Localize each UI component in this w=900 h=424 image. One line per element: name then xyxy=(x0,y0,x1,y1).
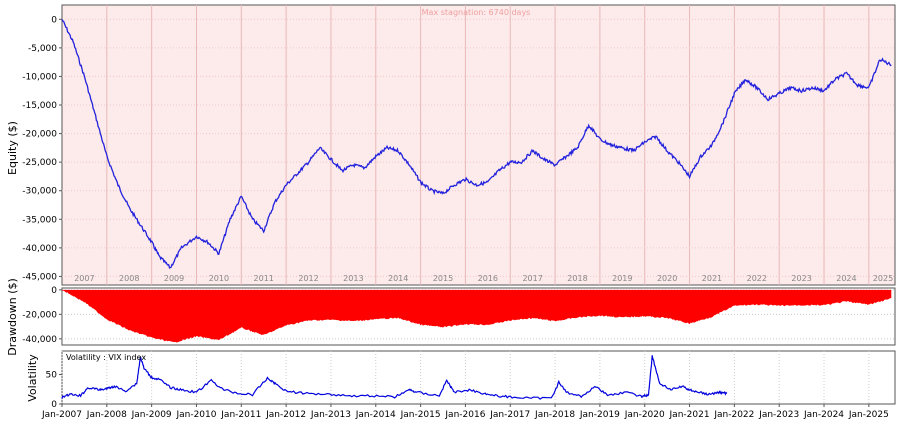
equity-year-label: 2013 xyxy=(343,274,363,283)
x-axis-tick-label: Jan-2025 xyxy=(848,410,889,420)
stagnation-annotation: Max stagnation: 6740 days xyxy=(422,8,531,17)
equity-year-label: 2016 xyxy=(478,274,498,283)
volatility-legend: Volatility : VIX index xyxy=(66,353,146,362)
equity-y-tick-label: -15,000 xyxy=(22,101,57,111)
equity-year-label: 2019 xyxy=(612,274,632,283)
equity-year-label: 2010 xyxy=(209,274,229,283)
drawdown-y-ticks: 0 -20,000 -40,000 xyxy=(22,286,62,345)
equity-year-label: 2009 xyxy=(164,274,184,283)
equity-y-tick-label: -20,000 xyxy=(22,130,57,140)
equity-year-label: 2024 xyxy=(836,274,856,283)
equity-y-tick-label: -40,000 xyxy=(22,244,57,254)
drawdown-y-tick-label: -40,000 xyxy=(22,335,57,345)
equity-gridlines xyxy=(62,5,895,285)
volatility-y-tick-label: 50 xyxy=(46,371,58,381)
x-axis-tick-label: Jan-2019 xyxy=(579,410,620,420)
equity-plot-area xyxy=(61,4,896,286)
x-axis-tick-label: Jan-2017 xyxy=(489,410,530,420)
volatility-series-line xyxy=(61,355,728,400)
volatility-plot-area xyxy=(61,350,896,405)
x-axis-tick-label: Jan-2013 xyxy=(310,410,351,420)
volatility-y-axis-label: Volatility xyxy=(26,354,39,402)
equity-y-tick-label: -30,000 xyxy=(22,187,57,197)
equity-year-label: 2007 xyxy=(74,274,94,283)
equity-year-label: 2020 xyxy=(657,274,677,283)
equity-year-label: 2011 xyxy=(254,274,274,283)
equity-year-label: 2022 xyxy=(747,274,767,283)
x-axis-tick-label: Jan-2009 xyxy=(131,410,172,420)
equity-year-label: 2014 xyxy=(388,274,408,283)
drawdown-area xyxy=(62,289,892,343)
x-axis-tick-label: Jan-2014 xyxy=(355,410,396,420)
equity-year-label: 2018 xyxy=(567,274,587,283)
x-axis-tick-label: Jan-2015 xyxy=(400,410,441,420)
drawdown-panel: 0 -20,000 -40,000 Drawdown ($) xyxy=(6,278,896,356)
x-axis-tick-label: Jan-2024 xyxy=(803,410,844,420)
x-axis-tick-label: Jan-2023 xyxy=(758,410,799,420)
equity-y-axis-label: Equity ($) xyxy=(6,121,19,175)
equity-year-label: 2015 xyxy=(433,274,453,283)
volatility-y-tick-label: 0 xyxy=(51,400,57,410)
equity-year-label: 2017 xyxy=(522,274,542,283)
x-axis-tick-label: Jan-2011 xyxy=(220,410,261,420)
equity-y-tick-label: -5,000 xyxy=(28,44,57,54)
x-axis-tick-label: Jan-2007 xyxy=(41,410,82,420)
x-axis-tick-label: Jan-2008 xyxy=(86,410,127,420)
equity-y-tick-label: -25,000 xyxy=(22,158,57,168)
equity-year-label: 2012 xyxy=(298,274,318,283)
equity-y-ticks: 0 -5,000 -10,000 -15,000 -20,000 -25,000 -30,0… xyxy=(22,15,62,282)
x-axis-tick-label: Jan-2016 xyxy=(444,410,485,420)
equity-year-label: 2025 xyxy=(873,274,893,283)
x-axis-tick-label: Jan-2010 xyxy=(175,410,216,420)
equity-year-label: 2021 xyxy=(702,274,722,283)
x-axis-tick-labels: Jan-2007 Jan-2008 Jan-2009 Jan-2010 Jan-2011… xyxy=(41,404,889,420)
equity-series-line xyxy=(61,19,892,269)
equity-panel: 0 -5,000 -10,000 -15,000 -20,000 -25,000 -30,0… xyxy=(6,4,896,286)
drawdown-y-tick-label: 0 xyxy=(51,286,57,296)
equity-y-tick-label: -35,000 xyxy=(22,215,57,225)
x-axis-tick-label: Jan-2022 xyxy=(713,410,754,420)
x-axis-tick-label: Jan-2021 xyxy=(669,410,710,420)
equity-year-labels: 2007 2008 2009 2010 2011 2012 2013 2014 2015 2016… xyxy=(74,274,893,283)
equity-y-tick-label: -10,000 xyxy=(22,72,57,82)
drawdown-y-tick-label: -20,000 xyxy=(22,310,57,320)
x-axis-tick-label: Jan-2012 xyxy=(265,410,306,420)
x-axis-tick-label: Jan-2018 xyxy=(534,410,575,420)
equity-year-label: 2008 xyxy=(119,274,139,283)
volatility-panel: 0 50 Volatility : VIX index Volatility Ja… xyxy=(26,350,896,420)
equity-y-tick-label: 0 xyxy=(51,15,57,25)
drawdown-y-axis-label: Drawdown ($) xyxy=(6,278,19,356)
equity-year-label: 2023 xyxy=(791,274,811,283)
equity-y-tick-label: -45,000 xyxy=(22,272,57,282)
x-axis-tick-label: Jan-2020 xyxy=(624,410,665,420)
